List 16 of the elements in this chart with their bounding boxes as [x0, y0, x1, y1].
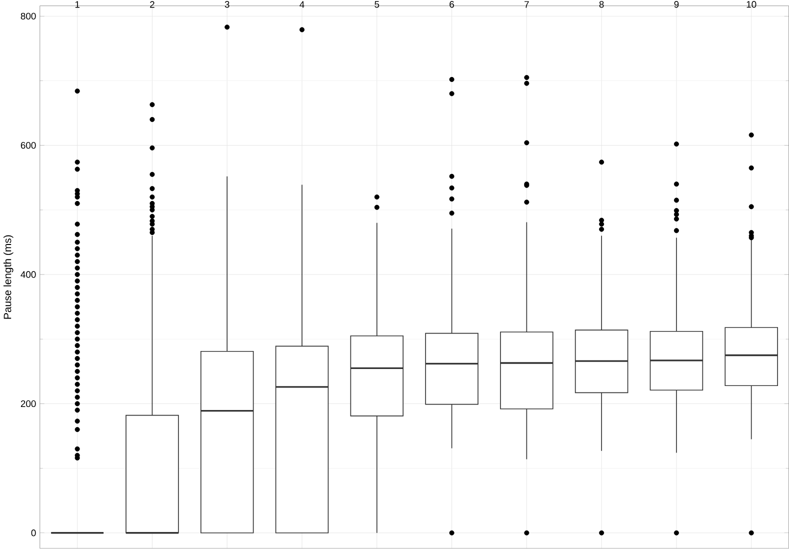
- x-tick-label: 1: [75, 1, 80, 8]
- y-tick-label: 200: [20, 400, 36, 408]
- y-axis-title: Pause length (ms): [4, 235, 14, 319]
- x-tick-label: 3: [224, 1, 230, 8]
- x-tick-label: 9: [674, 1, 679, 8]
- x-tick-label: 6: [450, 1, 454, 8]
- x-tick-label: 10: [746, 1, 756, 8]
- x-tick-label: 8: [599, 1, 604, 8]
- x-tick-label: 7: [524, 1, 529, 8]
- x-tick-label: 4: [300, 1, 304, 8]
- y-tick-label: 600: [20, 142, 36, 149]
- y-tick-label: 800: [20, 13, 36, 20]
- x-tick-label: 2: [150, 1, 154, 8]
- x-tick-label: 5: [374, 1, 380, 8]
- y-tick-label: 400: [20, 271, 36, 278]
- y-tick-label: 0: [31, 530, 36, 536]
